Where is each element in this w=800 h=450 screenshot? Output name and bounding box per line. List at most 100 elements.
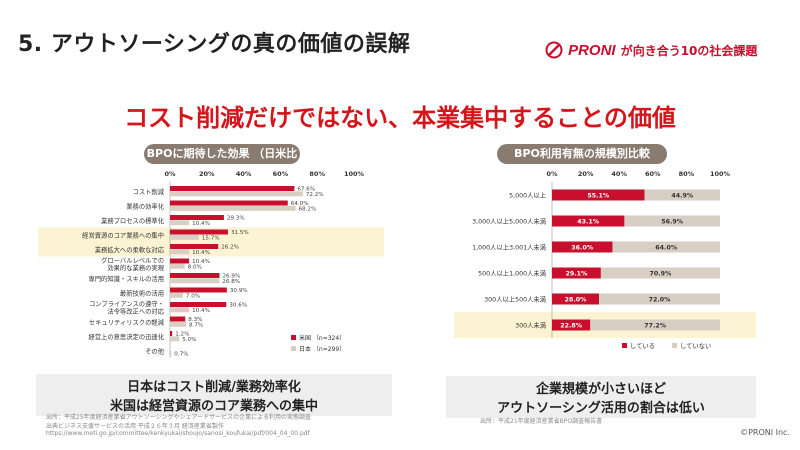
bar xyxy=(170,287,227,293)
bar xyxy=(170,258,190,264)
bar-value-label: 26.8% xyxy=(222,279,240,285)
bar-value-label: 22.8% xyxy=(560,323,583,330)
bar-value-label: 8.0% xyxy=(188,264,202,270)
category-label: コスト削減 xyxy=(133,187,165,196)
category-label: 専門的知識・スキルの活用 xyxy=(88,274,164,283)
bar xyxy=(170,321,187,327)
stacked-bar-segment xyxy=(600,267,720,279)
category-label: その他 xyxy=(145,346,165,355)
bar-value-label: 26.9% xyxy=(222,274,240,280)
bar-value-label: 10.4% xyxy=(192,221,210,227)
stacked-bar-segment xyxy=(552,241,613,253)
legend-swatch xyxy=(672,343,677,348)
bar-value-label: 77.2% xyxy=(644,323,667,330)
bar-value-label: 72.2% xyxy=(306,192,324,198)
bar xyxy=(170,307,190,313)
bar-value-label: 36.0% xyxy=(571,245,594,252)
bar-value-label: 26.2% xyxy=(221,245,239,251)
left-note-line2: 米国は経営資源のコア業務への集中 xyxy=(109,399,318,414)
category-label: 法令等改正への対応 xyxy=(107,307,164,316)
right-note-line2: アウトソーシング活用の割合は低い xyxy=(497,401,705,416)
category-label: コンプライアンスの遵守・ xyxy=(89,299,164,308)
bar-value-label: 55.1% xyxy=(587,193,610,200)
left-source-2: 出典ビジネス支援サービスの活用 平成２６年３月 経済産業省製作 https://… xyxy=(46,421,486,437)
legend-swatch xyxy=(291,346,296,351)
legend-swatch xyxy=(291,335,296,340)
bar-value-label: 15.7% xyxy=(202,235,220,241)
bar-value-label: 56.9% xyxy=(661,219,684,226)
category-label: 業務拡大への柔軟な対応 xyxy=(95,245,165,254)
stacked-bar-segment xyxy=(552,189,645,201)
bar xyxy=(170,186,295,191)
bar-value-label: 8.3% xyxy=(188,317,202,323)
bar-value-label: 10.4% xyxy=(192,259,210,265)
category-label: 最新技術の活用 xyxy=(120,288,164,297)
legend-label: していない xyxy=(680,342,711,350)
headline: コスト削減だけではない、本業集中することの価値 xyxy=(124,104,676,132)
bar-value-label: 8.7% xyxy=(189,322,203,328)
bar xyxy=(170,263,185,269)
bar xyxy=(170,278,220,284)
x-tick-label: 0% xyxy=(164,170,176,178)
x-tick-label: 80% xyxy=(679,170,695,178)
x-tick-label: 100% xyxy=(710,170,731,178)
bar xyxy=(170,350,172,356)
category-label: 500人以上1,000人未満 xyxy=(478,269,547,278)
bar-value-label: 31.5% xyxy=(231,230,249,236)
stacked-bar-segment xyxy=(612,241,720,253)
slide-title: 5. アウトソーシングの真の価値の誤解 xyxy=(18,32,411,57)
bar-value-label: 43.1% xyxy=(577,219,600,226)
left-note-line1: 日本はコスト削減/業務効率化 xyxy=(127,380,301,395)
x-tick-label: 60% xyxy=(273,170,289,178)
bar-value-label: 72.0% xyxy=(649,297,672,304)
copyright: ©PRONI Inc. xyxy=(740,428,790,437)
bar xyxy=(170,249,190,255)
left-chart-title: BPOに期待した効果 （日米比較） xyxy=(144,144,300,180)
bar xyxy=(170,244,219,249)
left-source-2-text: 出典ビジネス支援サービスの活用 平成２６年３月 経済産業省製作 xyxy=(46,423,224,430)
bar xyxy=(170,191,303,197)
bar-value-label: 67.6% xyxy=(297,187,315,193)
stacked-bar-segment xyxy=(552,293,600,305)
bar-value-label: 29.1% xyxy=(566,271,589,278)
bar-value-label: 0.7% xyxy=(174,351,188,357)
brand-tagline: が向き合う10の社会課題 xyxy=(620,44,758,58)
brand: PRONI が向き合う10の社会課題 xyxy=(545,40,785,66)
category-label: 効果的な業務の実現 xyxy=(107,263,164,272)
x-tick-label: 0% xyxy=(546,170,558,178)
bar xyxy=(170,234,199,240)
bar-value-label: 64.0% xyxy=(655,245,678,252)
category-label: 5,000人以上 xyxy=(509,191,546,200)
bar-value-label: 10.4% xyxy=(192,308,210,314)
bar xyxy=(170,331,173,336)
stacked-bar-segment xyxy=(552,267,601,279)
x-tick-label: 20% xyxy=(578,170,594,178)
highlight-band xyxy=(38,227,384,242)
stacked-bar-segment xyxy=(590,319,720,331)
bar xyxy=(170,215,224,220)
x-tick-label: 40% xyxy=(236,170,252,178)
right-note-line1: 企業規模が小さいほど xyxy=(535,382,666,397)
x-tick-label: 60% xyxy=(645,170,661,178)
legend-label: 米国 （n=324） xyxy=(299,334,345,342)
category-label: 1,000人以上3,001人未満 xyxy=(472,243,547,252)
bar-value-label: 44.9% xyxy=(671,193,694,200)
bar xyxy=(170,273,220,278)
right-note-box: 企業規模が小さいほど アウトソーシング活用の割合は低い xyxy=(446,376,756,418)
left-source-1: 出所：平成25年度経済産業省アウトソーシングやシェアードサービスの企業による利用… xyxy=(46,414,311,421)
bar-value-label: 29.3% xyxy=(227,216,245,222)
stacked-bar-segment xyxy=(599,293,720,305)
bar-value-label: 68.2% xyxy=(298,206,316,212)
category-label: グローバルレベルでの xyxy=(101,256,164,265)
category-label: 経営資源のコア業務への集中 xyxy=(82,230,164,239)
bar-value-label: 1.2% xyxy=(175,332,189,338)
bar-value-label: 70.9% xyxy=(650,271,673,278)
left-source-url: https://www.meti.go.jp/committee/kenkyuk… xyxy=(46,430,310,437)
stacked-bar-segment xyxy=(552,215,625,227)
x-tick-label: 40% xyxy=(611,170,627,178)
bar xyxy=(170,302,227,307)
bar xyxy=(170,220,190,226)
right-source: 出所：平成21年度経済産業省BPO調査報告書 xyxy=(480,418,603,425)
bar xyxy=(170,292,183,298)
bar-value-label: 28.0% xyxy=(565,297,588,304)
